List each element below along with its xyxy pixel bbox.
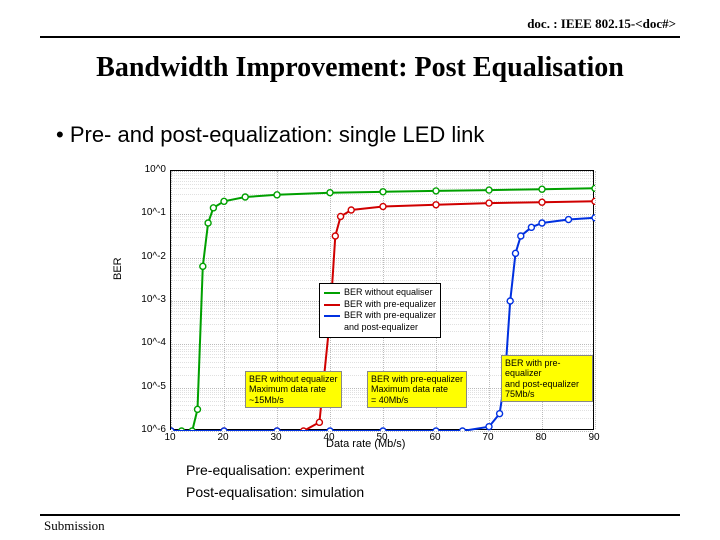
header-rule (40, 36, 680, 38)
y-tick: 10^-6 (138, 424, 166, 435)
legend: BER without equaliserBER with pre-equali… (319, 283, 441, 338)
bullet-text: • Pre- and post-equalization: single LED… (56, 122, 484, 148)
x-tick: 80 (535, 432, 546, 443)
x-tick: 20 (217, 432, 228, 443)
x-tick: 70 (482, 432, 493, 443)
x-tick: 60 (429, 432, 440, 443)
x-tick: 90 (588, 432, 599, 443)
y-tick: 10^-2 (138, 251, 166, 262)
callout: BER with pre-equalizerand post-equalizer… (501, 355, 593, 402)
y-axis-label: BER (112, 257, 124, 280)
y-tick: 10^-1 (138, 207, 166, 218)
x-tick: 10 (164, 432, 175, 443)
y-tick: 10^-3 (138, 294, 166, 305)
callout: BER with pre-equalizerMaximum data rate=… (367, 371, 467, 408)
x-tick: 50 (376, 432, 387, 443)
x-tick: 30 (270, 432, 281, 443)
footer-submission: Submission (44, 518, 105, 534)
callout: BER without equalizerMaximum data rate~1… (245, 371, 342, 408)
caption-post: Post-equalisation: simulation (186, 484, 364, 500)
caption-pre: Pre-equalisation: experiment (186, 462, 364, 478)
plot-area: BER without equaliserBER with pre-equali… (170, 170, 594, 430)
y-tick: 10^0 (138, 164, 166, 175)
x-tick: 40 (323, 432, 334, 443)
y-tick: 10^-4 (138, 337, 166, 348)
y-tick: 10^-5 (138, 381, 166, 392)
x-axis-label: Data rate (Mb/s) (326, 438, 405, 450)
doc-ref: doc. : IEEE 802.15-<doc#> (527, 16, 676, 32)
page-title: Bandwidth Improvement: Post Equalisation (0, 52, 720, 84)
footer-rule (40, 514, 680, 516)
ber-chart: BER Data rate (Mb/s) BER without equalis… (106, 160, 614, 450)
